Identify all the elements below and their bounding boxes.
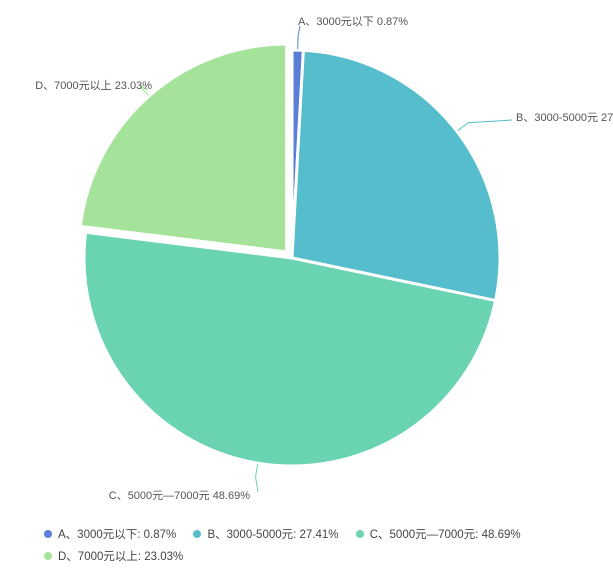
legend-item-a[interactable]: A、3000元以下: 0.87% <box>44 524 176 546</box>
pie-slice-c[interactable] <box>82 230 498 468</box>
legend-item-b[interactable]: B、3000-5000元: 27.41% <box>193 524 339 546</box>
leader-line-c <box>255 464 259 493</box>
legend-item-c[interactable]: C、5000元—7000元: 48.69% <box>355 524 521 546</box>
legend-dot-c <box>355 530 364 538</box>
pie-slice-d[interactable] <box>78 42 289 254</box>
pie-slices <box>78 42 502 468</box>
legend-dot-a <box>44 530 52 538</box>
legend-dot-b <box>193 530 202 538</box>
legend: A、3000元以下: 0.87% B、3000-5000元: 27.41% C、… <box>44 524 604 568</box>
legend-dot-d <box>44 552 52 560</box>
legend-label-d: D、7000元以上: 23.03% <box>58 551 184 563</box>
pie-chart: A、3000元以下 0.87% B、3000-5000元 27.41% C、5000… <box>35 16 613 502</box>
slice-labels: A、3000元以下 0.87% B、3000-5000元 27.41% C、5000… <box>35 16 613 502</box>
leader-lines <box>139 25 513 493</box>
legend-label-b: B、3000-5000元: 27.41% <box>207 529 339 541</box>
slice-label-a: A、3000元以下 0.87% <box>298 16 408 28</box>
pie-slice-b[interactable] <box>290 48 502 303</box>
leader-line-a <box>297 25 301 50</box>
leader-line-d <box>139 85 149 96</box>
legend-label-a: A、3000元以下: 0.87% <box>58 529 177 541</box>
legend-label-c: C、5000元—7000元: 48.69% <box>369 529 521 541</box>
slice-label-d: D、7000元以上 23.03% <box>35 79 152 92</box>
slice-label-b: B、3000-5000元 27.41% <box>516 112 613 124</box>
leader-line-b <box>457 119 513 132</box>
legend-item-d[interactable]: D、7000元以上: 23.03% <box>44 546 183 568</box>
slice-label-c: C、5000元—7000元 48.69% <box>109 490 250 502</box>
